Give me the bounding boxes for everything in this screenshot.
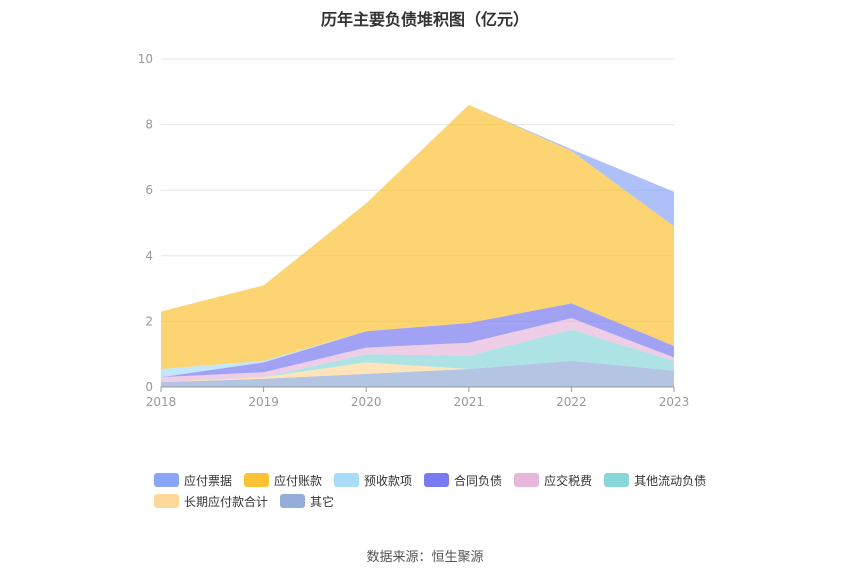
legend-item[interactable]: 预收款项 <box>334 472 412 488</box>
legend-label: 应交税费 <box>544 473 593 488</box>
legend-label: 合同负债 <box>454 473 503 488</box>
x-tick-label: 2020 <box>351 395 382 409</box>
area-series[interactable] <box>161 360 674 387</box>
legend-swatch <box>604 473 630 487</box>
legend-swatch <box>154 473 179 487</box>
data-source: 数据来源：恒生聚源 <box>366 550 484 565</box>
legend-item[interactable]: 其它 <box>280 493 334 509</box>
x-tick-label: 2023 <box>659 395 690 409</box>
area-series[interactable] <box>161 303 674 378</box>
area-series[interactable] <box>161 360 674 383</box>
legend-swatch <box>334 473 360 487</box>
chart-legend: 应付票据 应付账款 预收款项 合同负债 应交税费 其他流动负债长期应付款合计 其它 <box>154 472 724 514</box>
y-tick-label: 0 <box>145 380 153 394</box>
y-tick-label: 4 <box>145 249 153 263</box>
legend-item[interactable]: 应交税费 <box>514 472 592 488</box>
legend-swatch <box>280 494 306 508</box>
area-series[interactable] <box>161 329 674 383</box>
y-tick-label: 6 <box>145 183 153 197</box>
legend-label: 预收款项 <box>364 473 413 488</box>
chart-title: 历年主要负债堆积图（亿元） <box>320 10 529 29</box>
legend-label: 应付票据 <box>184 473 233 488</box>
legend-item[interactable]: 应付账款 <box>244 472 322 488</box>
legend-item[interactable]: 长期应付款合计 <box>154 493 268 509</box>
y-tick-label: 10 <box>138 52 153 66</box>
legend-item[interactable]: 其他流动负债 <box>604 472 706 488</box>
legend-swatch <box>244 473 270 487</box>
y-tick-label: 8 <box>145 118 153 132</box>
legend-item[interactable]: 应付票据 <box>154 472 232 488</box>
area-series[interactable] <box>161 303 674 378</box>
legend-label: 其他流动负债 <box>634 473 707 488</box>
area-series[interactable] <box>161 318 674 383</box>
legend-swatch <box>514 473 540 487</box>
legend-swatch <box>424 473 450 487</box>
legend-label: 其它 <box>310 494 335 509</box>
legend-item[interactable]: 合同负债 <box>424 472 502 488</box>
x-tick-label: 2021 <box>454 395 485 409</box>
x-tick-label: 2018 <box>146 395 177 409</box>
legend-label: 应付账款 <box>274 473 323 488</box>
x-tick-label: 2022 <box>556 395 587 409</box>
x-tick-label: 2019 <box>248 395 279 409</box>
y-tick-label: 2 <box>145 314 153 328</box>
area-series[interactable] <box>161 104 674 369</box>
legend-swatch <box>154 494 179 508</box>
legend-label: 长期应付款合计 <box>184 494 269 509</box>
